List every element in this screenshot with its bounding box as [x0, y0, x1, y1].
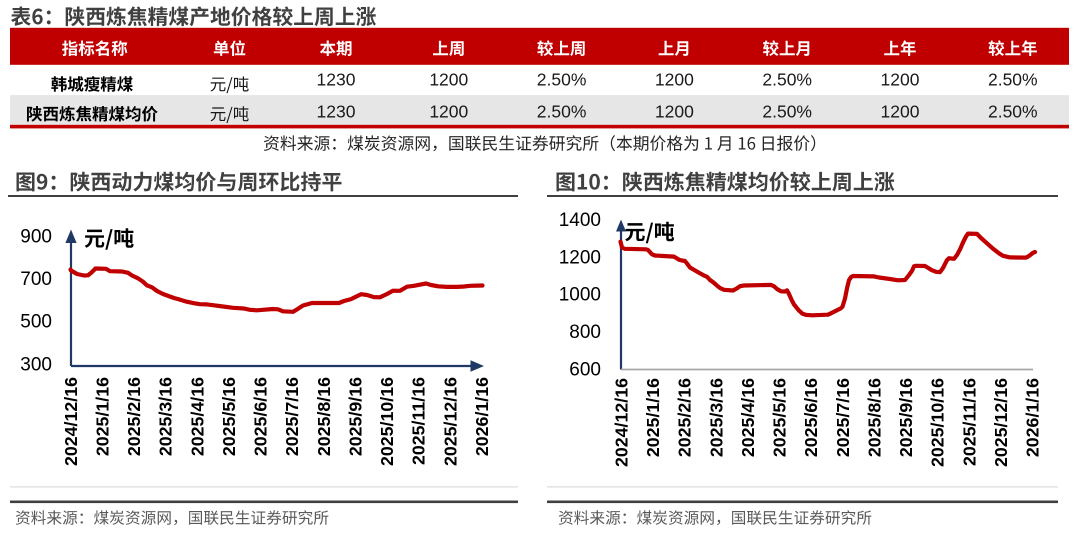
svg-text:2.50%: 2.50% — [762, 70, 812, 90]
svg-text:2025/5/16: 2025/5/16 — [770, 378, 790, 457]
svg-text:2.50%: 2.50% — [988, 102, 1038, 122]
svg-text:2025/4/16: 2025/4/16 — [187, 377, 207, 456]
svg-text:2.50%: 2.50% — [537, 70, 587, 90]
svg-text:1200: 1200 — [655, 70, 694, 90]
svg-text:2025/3/16: 2025/3/16 — [156, 377, 176, 456]
svg-text:2024/12/16: 2024/12/16 — [611, 378, 631, 467]
svg-text:2025/5/16: 2025/5/16 — [219, 377, 239, 456]
svg-text:2025/12/16: 2025/12/16 — [991, 378, 1011, 467]
svg-text:2025/11/16: 2025/11/16 — [409, 377, 429, 465]
svg-text:900: 900 — [20, 226, 52, 247]
svg-text:2025/2/16: 2025/2/16 — [675, 378, 695, 457]
svg-text:2025/8/16: 2025/8/16 — [314, 377, 334, 456]
svg-text:2025/8/16: 2025/8/16 — [864, 378, 884, 457]
svg-text:300: 300 — [20, 354, 52, 375]
svg-text:2025/11/16: 2025/11/16 — [959, 378, 979, 466]
svg-text:1200: 1200 — [655, 102, 694, 122]
svg-text:1200: 1200 — [559, 247, 601, 268]
svg-text:1200: 1200 — [429, 102, 468, 122]
svg-text:800: 800 — [569, 322, 601, 343]
svg-text:2025/9/16: 2025/9/16 — [896, 378, 916, 457]
svg-text:2025/10/16: 2025/10/16 — [377, 377, 397, 466]
svg-text:2025/1/16: 2025/1/16 — [93, 377, 113, 456]
svg-text:2025/2/16: 2025/2/16 — [124, 377, 144, 456]
svg-text:1230: 1230 — [317, 70, 356, 90]
svg-text:1200: 1200 — [881, 102, 920, 122]
svg-text:2025/7/16: 2025/7/16 — [833, 378, 853, 457]
svg-text:2025/3/16: 2025/3/16 — [706, 378, 726, 457]
svg-text:2024/12/16: 2024/12/16 — [61, 377, 81, 466]
svg-text:2025/10/16: 2025/10/16 — [928, 378, 948, 467]
svg-text:1230: 1230 — [317, 102, 356, 122]
svg-text:2.50%: 2.50% — [762, 102, 812, 122]
svg-text:500: 500 — [20, 312, 52, 333]
svg-text:2025/1/16: 2025/1/16 — [643, 378, 663, 457]
svg-text:700: 700 — [20, 269, 52, 290]
svg-text:2025/6/16: 2025/6/16 — [251, 377, 271, 456]
svg-text:1200: 1200 — [429, 70, 468, 90]
svg-text:2025/6/16: 2025/6/16 — [801, 378, 821, 457]
svg-text:1400: 1400 — [559, 210, 601, 231]
svg-text:2025/7/16: 2025/7/16 — [282, 377, 302, 456]
svg-text:2025/12/16: 2025/12/16 — [440, 377, 460, 466]
svg-text:2026/1/16: 2026/1/16 — [1023, 378, 1043, 457]
svg-text:2025/9/16: 2025/9/16 — [345, 377, 365, 456]
svg-text:2025/4/16: 2025/4/16 — [738, 378, 758, 457]
svg-text:2026/1/16: 2026/1/16 — [472, 377, 492, 456]
svg-text:2.50%: 2.50% — [537, 102, 587, 122]
svg-text:600: 600 — [569, 359, 601, 380]
svg-text:2.50%: 2.50% — [988, 70, 1038, 90]
svg-text:1200: 1200 — [881, 70, 920, 90]
svg-text:1000: 1000 — [559, 285, 601, 306]
